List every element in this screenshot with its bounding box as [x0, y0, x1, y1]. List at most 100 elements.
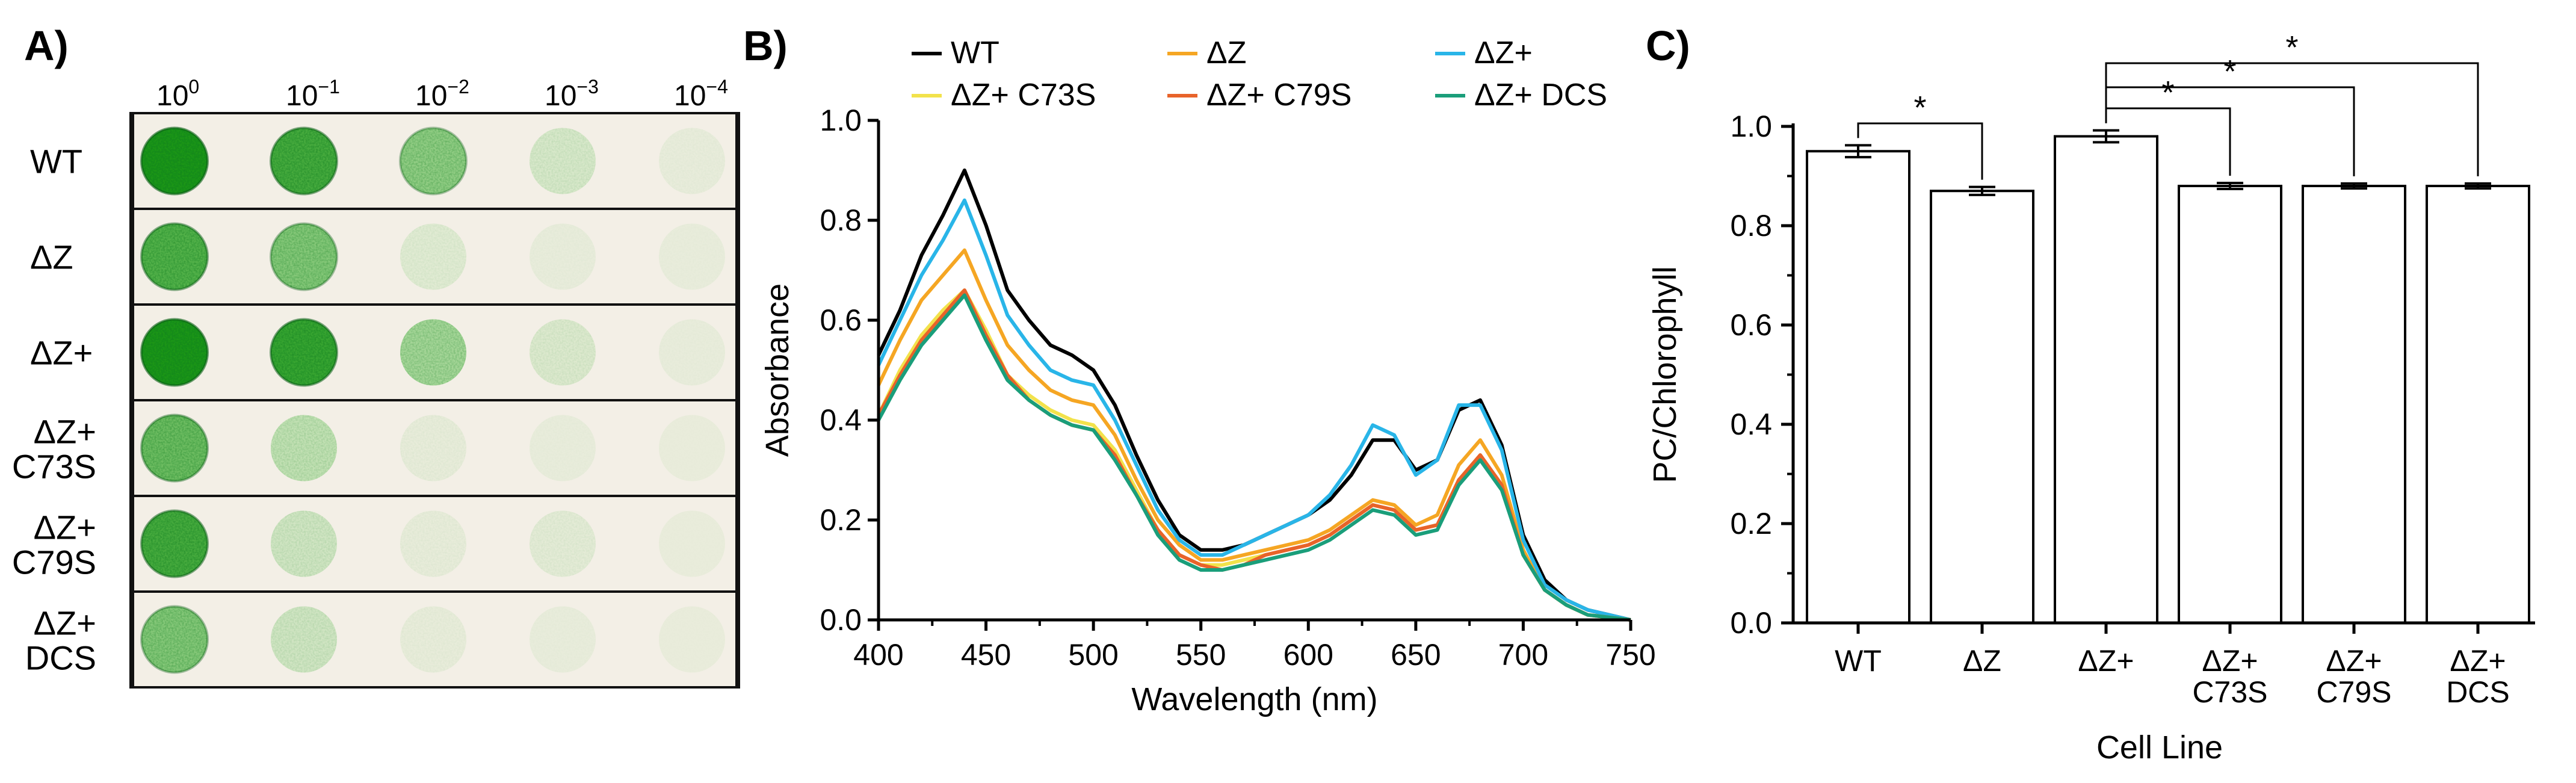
- legend-item: ΔZ+: [1435, 36, 1533, 70]
- legend-label: ΔZ+: [1474, 36, 1533, 70]
- spot-texture: [530, 415, 596, 481]
- spot-rim: [399, 126, 468, 196]
- colony-spot: [140, 509, 209, 578]
- spot-fill: [530, 223, 596, 290]
- spot-texture: [659, 320, 725, 386]
- x-axis-title: Cell Line: [2096, 729, 2223, 766]
- y-tick-label: 0.2: [820, 503, 862, 537]
- dilution-base: 10: [156, 80, 188, 112]
- dilution-label: 100: [156, 76, 199, 112]
- colony-spot: [399, 126, 468, 196]
- strain-label: WT: [30, 143, 82, 181]
- dilution-label: 10−3: [545, 76, 599, 112]
- bracket-line: [1857, 122, 1983, 180]
- x-tick-label: 700: [1498, 638, 1548, 672]
- dilution-base: 10: [415, 80, 447, 112]
- plate-frame: [129, 112, 740, 689]
- legend-label: ΔZ+ DCS: [1474, 78, 1607, 113]
- colony-spot: [400, 223, 466, 290]
- spot-fill: [530, 606, 596, 673]
- legend-label: ΔZ: [1206, 36, 1247, 70]
- dilution-label: 10−1: [286, 76, 340, 112]
- dilution-label: 10−2: [415, 76, 469, 112]
- legend-label: ΔZ+ C79S: [1206, 78, 1351, 113]
- spot-fill: [659, 415, 725, 481]
- significance-star: *: [2223, 54, 2236, 90]
- legend-item: ΔZ+ DCS: [1435, 78, 1607, 113]
- significance-bracket: *: [1857, 90, 1983, 180]
- spot-texture: [530, 224, 596, 290]
- colony-spot: [140, 413, 209, 483]
- spot-rim: [140, 413, 209, 483]
- spot-texture: [141, 606, 208, 673]
- colony-spot: [140, 222, 209, 291]
- dilution-exponent: −4: [706, 76, 727, 97]
- panel-b-label: B): [743, 22, 788, 69]
- x-tick-label: ΔZ: [1963, 644, 2001, 678]
- panel-c-label: C): [1646, 22, 1690, 69]
- spot-texture: [271, 128, 337, 194]
- y-tick-label: 0.8: [1730, 209, 1772, 243]
- spot-rim: [140, 318, 209, 387]
- y-axis-title: PC/Chlorophyll: [1647, 266, 1683, 483]
- legend-label: ΔZ+ C73S: [951, 78, 1096, 113]
- bar: [1930, 190, 2034, 624]
- x-tick-label: 750: [1605, 638, 1655, 672]
- colony-spot: [140, 318, 209, 387]
- strain-label: ΔZ+: [34, 509, 96, 546]
- legend-label: WT: [951, 36, 999, 70]
- y-tick-label: 1.0: [1730, 110, 1772, 143]
- y-tick-label: 0.0: [1730, 606, 1772, 640]
- spot-texture: [400, 319, 466, 386]
- colony-spot: [530, 415, 596, 481]
- spot-texture: [141, 415, 208, 481]
- bar: [2054, 135, 2158, 624]
- x-tick-label: ΔZ+: [2078, 644, 2134, 678]
- colony-spot: [140, 126, 209, 196]
- spot-fill: [659, 510, 725, 577]
- colony-spot: [530, 510, 596, 577]
- spot-texture: [141, 223, 208, 290]
- spot-rim: [140, 605, 209, 674]
- spot-texture: [530, 128, 596, 194]
- colony-spot: [400, 510, 466, 577]
- colony-spot: [659, 510, 725, 577]
- x-tick-label: 450: [961, 638, 1011, 672]
- series-line: [877, 248, 1631, 622]
- spot-rim: [270, 126, 338, 196]
- spot-rim: [270, 222, 338, 291]
- strain-label: DCS: [25, 639, 96, 677]
- colony-spot: [530, 606, 596, 673]
- colony-spot: [659, 128, 725, 194]
- colony-spot: [400, 415, 466, 481]
- significance-star: *: [1913, 90, 1926, 126]
- series-line: [877, 288, 1631, 622]
- spot-rim: [140, 509, 209, 578]
- x-tick-label: 600: [1283, 638, 1333, 672]
- series-line: [877, 198, 1631, 622]
- x-tick-label: 400: [853, 638, 903, 672]
- x-tick-label: 500: [1068, 638, 1118, 672]
- pc-chlorophyll-chart: 0.00.20.40.60.81.0WT ΔZ ΔZ+ ΔZ+C73SΔZ+C79SΔ…: [1647, 29, 2535, 766]
- spot-texture: [400, 128, 466, 194]
- x-tick-label: C79S: [2316, 675, 2391, 709]
- dilution-exponent: −3: [576, 76, 598, 97]
- spot-texture: [141, 510, 208, 577]
- y-tick-label: 0.6: [1730, 308, 1772, 342]
- spot-texture: [271, 510, 337, 577]
- x-tick-label: ΔZ+: [2326, 644, 2382, 678]
- dilution-exponent: −1: [318, 76, 339, 97]
- dilution-base: 10: [674, 80, 706, 112]
- colony-spot: [530, 223, 596, 290]
- significance-star: *: [2161, 75, 2174, 111]
- spot-texture: [141, 319, 208, 386]
- dilution-base: 10: [545, 80, 576, 112]
- x-tick-label: C73S: [2192, 675, 2267, 709]
- strain-label: ΔZ+: [34, 604, 96, 642]
- dilution-exponent: −2: [447, 76, 469, 97]
- y-axis-title: Absorbance: [759, 283, 795, 457]
- dilution-label: 10−4: [674, 76, 728, 112]
- series-line: [877, 293, 1631, 622]
- spot-texture: [400, 606, 466, 673]
- spot-texture: [271, 606, 337, 673]
